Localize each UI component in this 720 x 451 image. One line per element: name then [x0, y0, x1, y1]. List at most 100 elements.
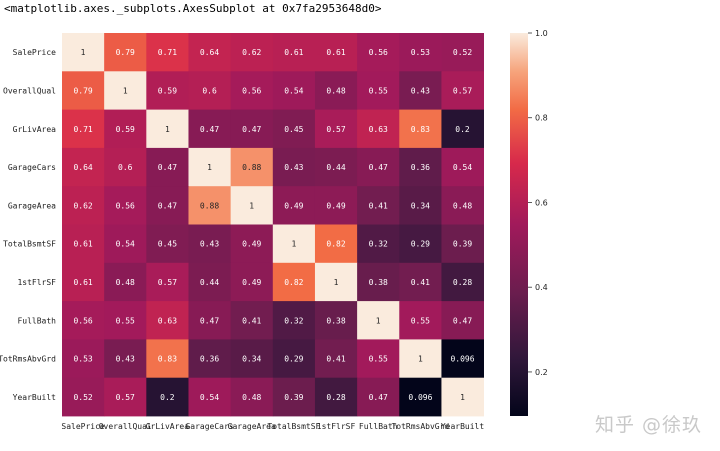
heatmap-cell: [62, 71, 105, 110]
heatmap-cell: [441, 186, 484, 225]
heatmap-cell: [230, 262, 274, 302]
heatmap-cell: [104, 186, 147, 225]
heatmap-cell: [441, 377, 484, 417]
heatmap-cell-label: 0.54: [116, 240, 135, 249]
heatmap-cell-label: 0.82: [284, 278, 303, 287]
heatmap-cell: [104, 109, 147, 149]
heatmap-cell: [399, 224, 442, 264]
heatmap-cell: [272, 377, 316, 417]
heatmap-cell: [357, 301, 400, 340]
heatmap-cell-label: 0.48: [326, 86, 345, 95]
colorbar-tick-label: 0.6: [535, 198, 548, 207]
heatmap-cell: [104, 377, 147, 417]
heatmap-cell: [188, 339, 232, 379]
heatmap-cell-label: 0.61: [284, 48, 303, 57]
heatmap-cell-label: 0.43: [200, 240, 219, 249]
heatmap-cell: [188, 33, 232, 72]
heatmap-cell-label: 0.61: [73, 240, 92, 249]
x-tick-label: TotRmsAbvGrd: [391, 422, 449, 431]
heatmap-cell-label: 0.6: [118, 163, 133, 172]
heatmap-cell-label: 0.47: [158, 163, 177, 172]
x-tick-label: SalePrice: [61, 422, 105, 431]
heatmap-cell: [314, 71, 358, 110]
heatmap-cell-label: 0.2: [455, 125, 470, 134]
heatmap-cell-label: 0.55: [116, 316, 135, 325]
colorbar-tick-label: 1.0: [535, 29, 548, 38]
x-tick-label: 1stFlrSF: [317, 422, 356, 431]
x-tick-label: FullBath: [359, 422, 398, 431]
x-tick-label: TotalBsmtSF: [267, 422, 320, 431]
colorbar-tick-label: 0.8: [535, 114, 548, 123]
heatmap-cell-label: 0.56: [242, 86, 261, 95]
heatmap-cell-label: 0.48: [116, 278, 135, 287]
heatmap-cell: [146, 262, 189, 302]
heatmap-cell: [230, 147, 274, 187]
heatmap-cell: [399, 33, 442, 72]
heatmap-cell-label: 0.43: [284, 163, 303, 172]
heatmap-cell: [441, 301, 484, 340]
heatmap-cell-label: 0.47: [453, 316, 472, 325]
heatmap-cell-label: 0.49: [326, 201, 345, 210]
heatmap-cell-label: 0.56: [369, 48, 388, 57]
heatmap-cell-label: 0.28: [453, 278, 472, 287]
heatmap-cell-label: 0.79: [73, 86, 92, 95]
heatmap-cell-label: 0.34: [242, 355, 261, 364]
heatmap-cell-label: 0.47: [242, 125, 261, 134]
heatmap-cell: [188, 109, 232, 149]
heatmap-cell: [357, 262, 400, 302]
x-tick-label: GarageArea: [228, 422, 276, 431]
heatmap-cell: [104, 224, 147, 264]
heatmap-cell: [188, 377, 232, 417]
heatmap-cell: [62, 147, 105, 187]
heatmap-cell-label: 1: [460, 393, 465, 402]
x-tick-label: OverallQual: [99, 422, 152, 431]
heatmap-cell-label: 0.34: [411, 201, 430, 210]
heatmap-cell: [399, 262, 442, 302]
heatmap-cell: [272, 339, 316, 379]
heatmap-cell: [62, 33, 105, 72]
y-tick-label: OverallQual: [3, 86, 56, 95]
y-tick-label: 1stFlrSF: [17, 278, 56, 287]
heatmap-cell: [357, 33, 400, 72]
heatmap-cell: [441, 71, 484, 110]
y-tick-label: SalePrice: [13, 48, 57, 57]
heatmap-cell-label: 0.83: [158, 355, 177, 364]
heatmap-cell-label: 0.88: [200, 201, 219, 210]
heatmap-cell-label: 0.54: [453, 163, 472, 172]
heatmap-cell-label: 0.32: [284, 316, 303, 325]
heatmap-cell-label: 0.49: [284, 201, 303, 210]
heatmap-cell-label: 0.59: [116, 125, 135, 134]
heatmap-cell-label: 0.096: [450, 355, 474, 364]
heatmap-cell-label: 0.096: [408, 393, 432, 402]
heatmap-cell-label: 0.48: [453, 201, 472, 210]
heatmap-cell: [230, 339, 274, 379]
heatmap-cell-label: 0.47: [369, 393, 388, 402]
heatmap-cell: [188, 186, 232, 225]
heatmap-cell: [357, 71, 400, 110]
heatmap-cell-label: 0.61: [73, 278, 92, 287]
heatmap-cell-label: 0.38: [326, 316, 345, 325]
heatmap-cell-label: 0.57: [116, 393, 135, 402]
heatmap-cell-label: 0.55: [411, 316, 430, 325]
heatmap-cell-label: 0.39: [284, 393, 303, 402]
heatmap-cell: [272, 109, 316, 149]
heatmap-cell: [62, 224, 105, 264]
heatmap-cell: [399, 377, 442, 417]
heatmap-cell-label: 1: [165, 125, 170, 134]
heatmap-cell-label: 0.41: [242, 316, 261, 325]
heatmap-cell: [441, 224, 484, 264]
heatmap-cell-label: 0.43: [116, 355, 135, 364]
heatmap-cell: [357, 377, 400, 417]
heatmap-cell: [441, 339, 484, 379]
heatmap-cell-label: 1: [249, 201, 254, 210]
heatmap-cell-label: 0.47: [158, 201, 177, 210]
heatmap-cell: [104, 262, 147, 302]
heatmap-cell-label: 0.57: [158, 278, 177, 287]
heatmap-cell: [314, 339, 358, 379]
y-tick-label: YearBuilt: [13, 393, 57, 402]
heatmap-cell: [357, 147, 400, 187]
heatmap-cell: [399, 71, 442, 110]
heatmap-cells: [62, 33, 484, 417]
heatmap-cell-label: 0.36: [411, 163, 430, 172]
